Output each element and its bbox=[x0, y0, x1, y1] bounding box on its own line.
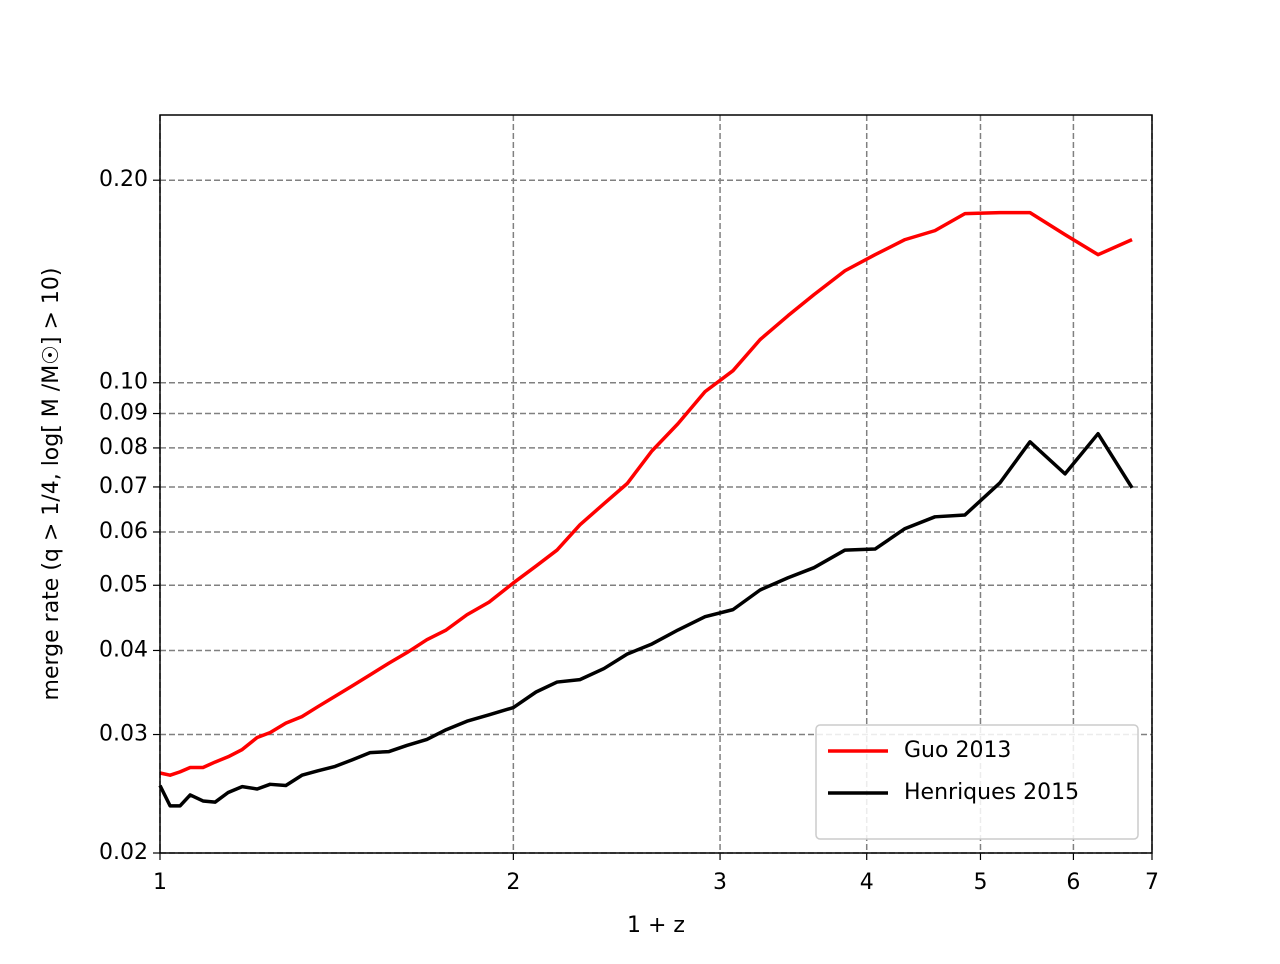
y-tick-label: 0.08 bbox=[99, 435, 148, 460]
x-tick-label: 4 bbox=[860, 870, 874, 895]
x-tick-label: 3 bbox=[713, 870, 727, 895]
y-tick-label: 0.04 bbox=[99, 637, 148, 662]
legend-box bbox=[815, 724, 1139, 840]
y-tick-label: 0.07 bbox=[99, 474, 148, 499]
y-tick-label: 0.05 bbox=[99, 572, 148, 597]
data-line bbox=[158, 431, 1134, 808]
y-tick-label: 0.20 bbox=[99, 167, 148, 192]
y-tick-label: 0.10 bbox=[99, 370, 148, 395]
x-tick-label: 5 bbox=[973, 870, 987, 895]
x-axis-label: 1 + z bbox=[627, 913, 685, 938]
legend-label: Henriques 2015 bbox=[904, 780, 1079, 805]
y-tick-label: 0.06 bbox=[99, 519, 148, 544]
x-tick-label: 1 bbox=[153, 870, 167, 895]
legend-label: Guo 2013 bbox=[904, 738, 1011, 763]
plot-frame bbox=[159, 114, 1153, 854]
x-tick-label: 6 bbox=[1066, 870, 1080, 895]
y-axis-label: merge rate (q > 1/4, log[ M /M☉] > 10) bbox=[39, 268, 64, 701]
legend: Guo 2013 Henriques 2015 bbox=[815, 724, 1139, 840]
x-tick-label: 2 bbox=[506, 870, 520, 895]
y-tick-label: 0.09 bbox=[99, 401, 148, 426]
y-tick-label: 0.02 bbox=[99, 840, 148, 865]
x-tick-label: 7 bbox=[1145, 870, 1159, 895]
data-line bbox=[159, 210, 1133, 777]
y-tick-label: 0.03 bbox=[99, 722, 148, 747]
